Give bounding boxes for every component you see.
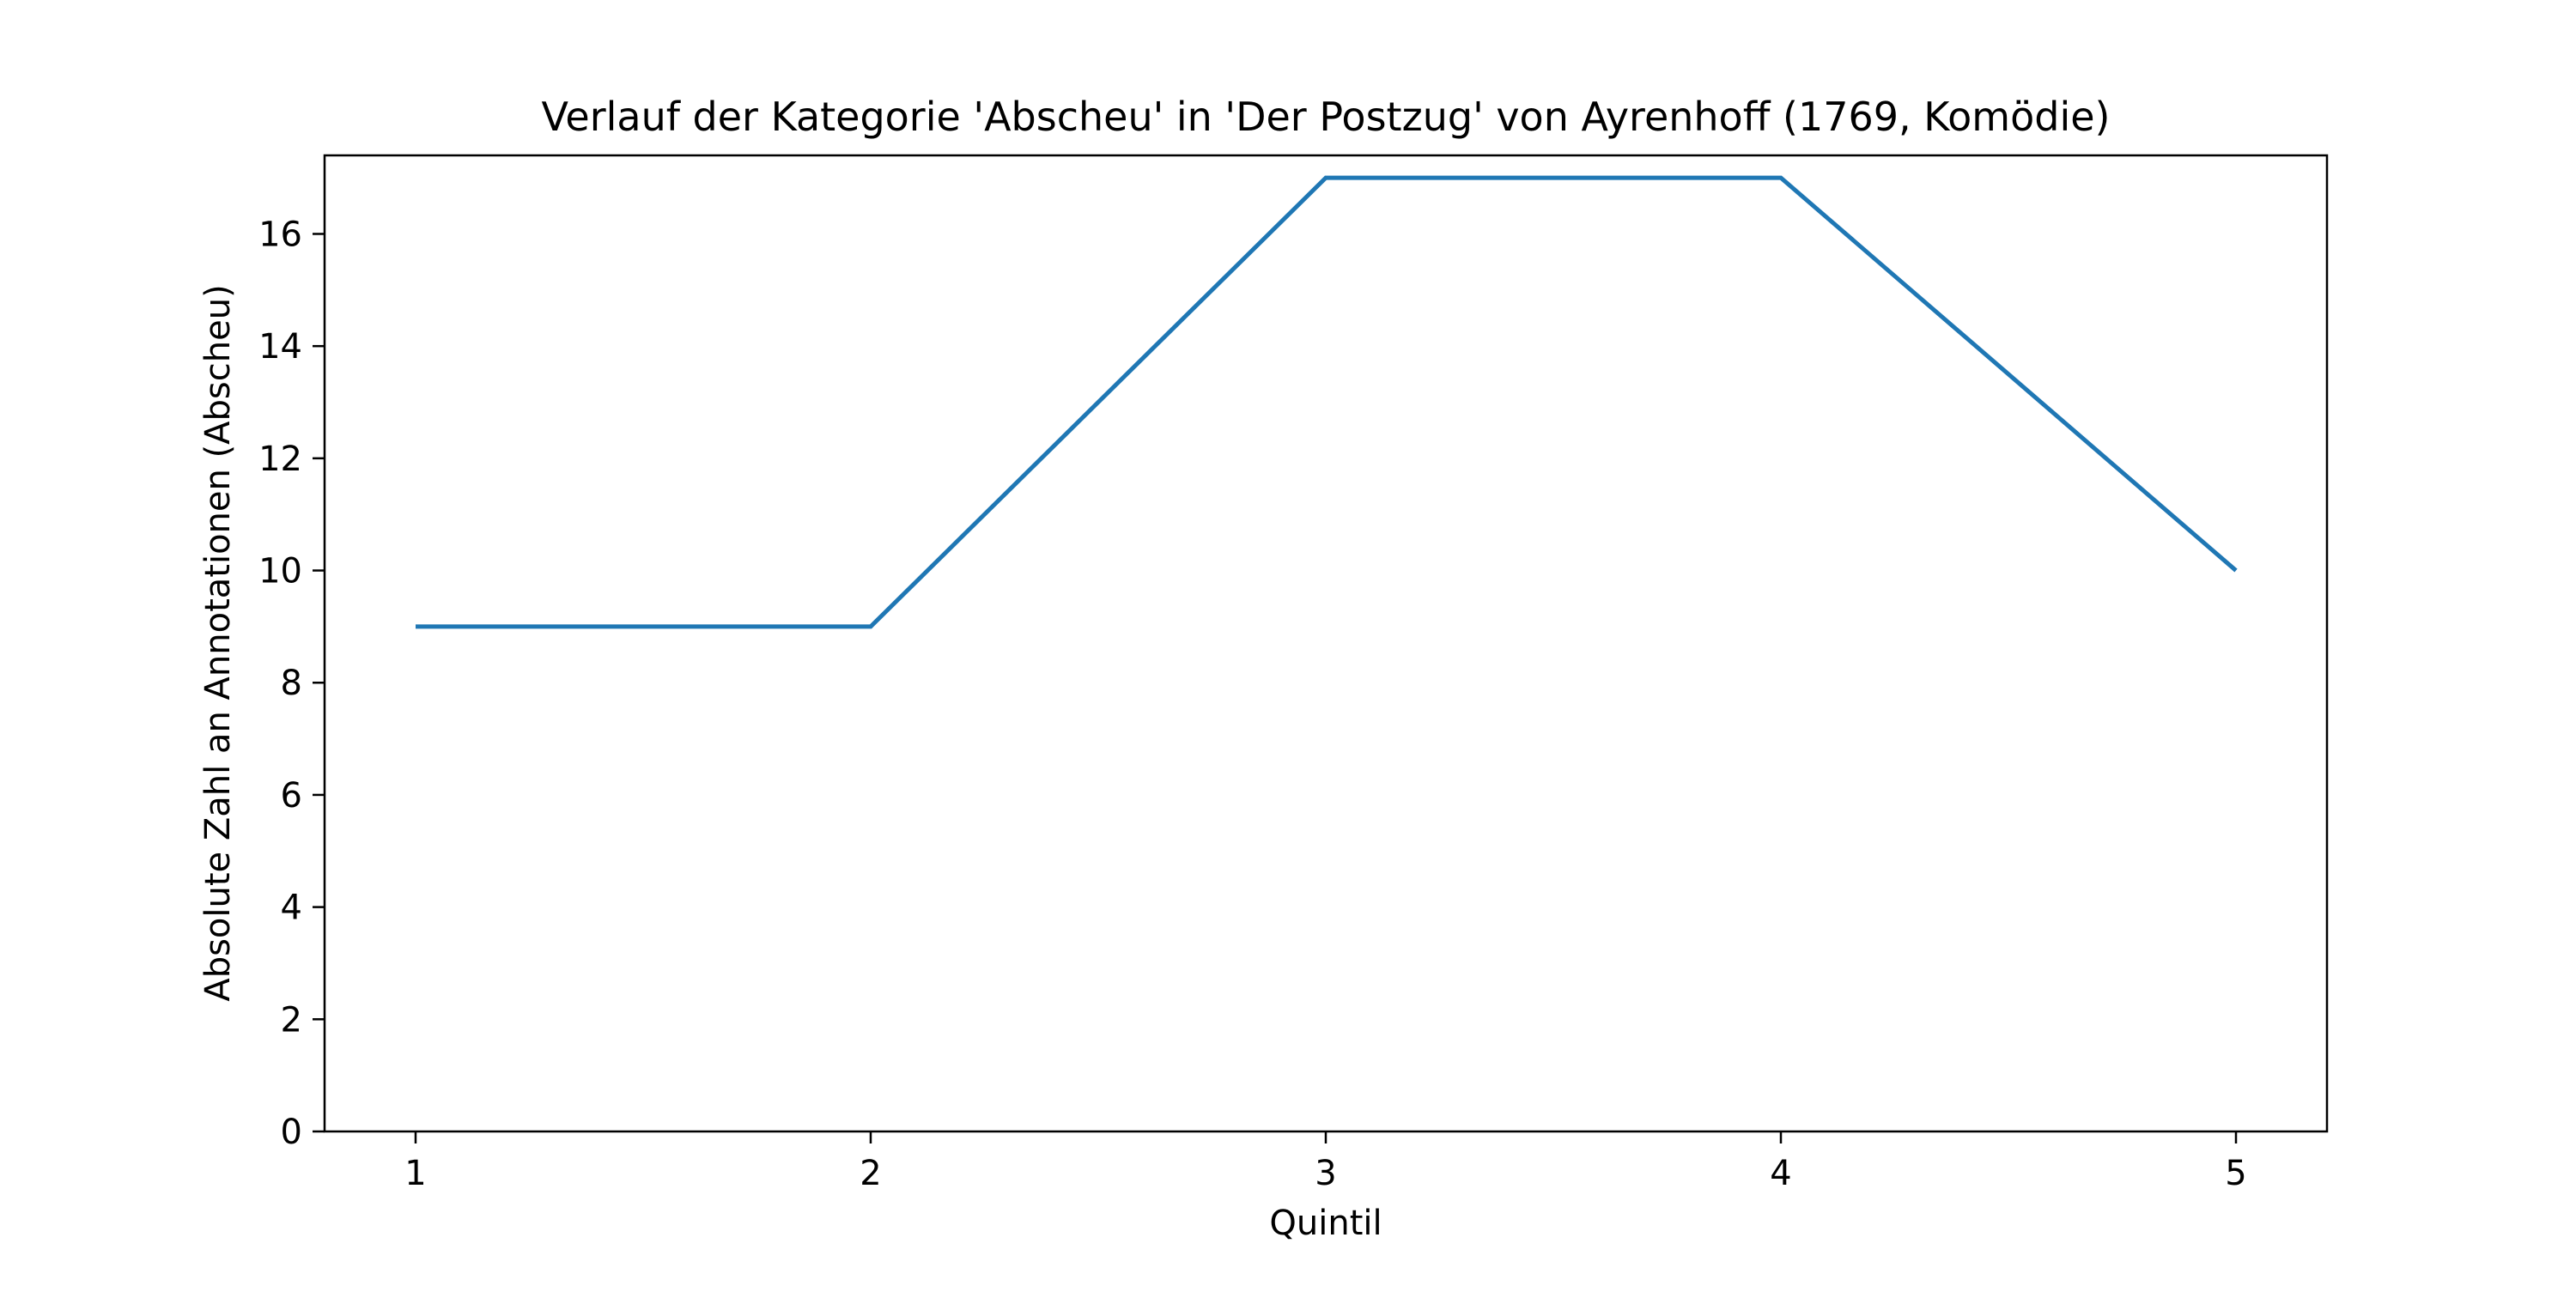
y-tick-label: 16 — [258, 215, 302, 254]
series-line-1 — [416, 175, 2238, 629]
y-tick-label: 8 — [281, 664, 302, 703]
y-tick-label: 10 — [258, 552, 302, 591]
x-axis: 1 2 3 4 5 — [404, 1131, 2247, 1193]
x-tick-label: 3 — [1315, 1154, 1336, 1193]
y-tick-label: 4 — [281, 889, 302, 928]
y-tick-label: 6 — [281, 776, 302, 816]
x-tick-label: 1 — [404, 1154, 426, 1193]
y-tick-label: 0 — [281, 1113, 302, 1152]
y-axis-label: Absolute Zahl an Annotationen (Abscheu) — [198, 284, 238, 1001]
x-axis-label: Quintil — [1269, 1204, 1382, 1243]
y-tick-label: 14 — [258, 327, 302, 367]
x-tick-label: 5 — [2225, 1154, 2246, 1193]
x-tick-label: 4 — [1770, 1154, 1791, 1193]
x-tick-label: 2 — [860, 1154, 881, 1193]
plot-area — [416, 175, 2238, 629]
y-tick-label: 12 — [258, 440, 302, 479]
chart-title: Verlauf der Kategorie 'Abscheu' in 'Der … — [542, 94, 2111, 140]
y-axis: 0 2 4 6 8 10 12 14 16 — [258, 215, 325, 1152]
y-tick-label: 2 — [281, 1000, 302, 1040]
